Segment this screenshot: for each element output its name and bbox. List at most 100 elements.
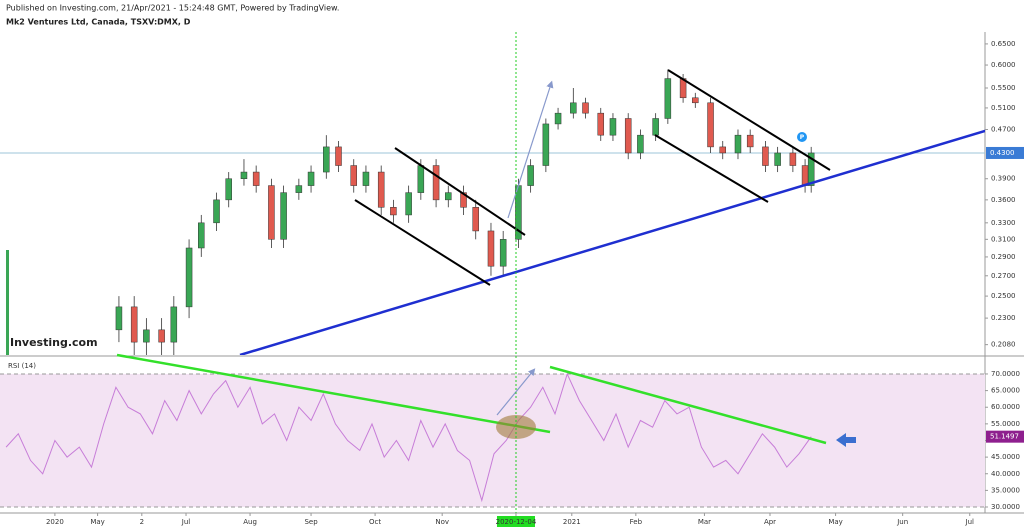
rsi-trend-line: [116, 353, 551, 434]
candle-body: [762, 146, 769, 166]
candle-body: [362, 171, 370, 186]
x-tick-label: Nov: [435, 518, 449, 526]
channel-line: [654, 134, 769, 203]
volume-bar: [6, 250, 9, 355]
candle-body: [542, 123, 550, 166]
candle-body: [801, 165, 809, 186]
y-tick-label: 55.0000: [991, 420, 1020, 428]
candle-body: [637, 134, 644, 154]
x-highlight: [496, 516, 535, 527]
candle-body: [240, 171, 248, 179]
candle-body: [734, 134, 742, 154]
candle-body: [445, 192, 452, 201]
drawings: [239, 69, 985, 355]
candle-body: [405, 192, 412, 216]
logo: Investing.com: [10, 336, 98, 349]
y-tick-label: 40.0000: [991, 470, 1020, 478]
candle-body: [307, 171, 315, 186]
rsi-line: [5, 372, 812, 503]
y-tick-label: 60.0000: [991, 403, 1020, 411]
candle-body: [213, 199, 220, 224]
x-tick-label: Jul: [965, 518, 975, 526]
x-tick-label: Jun: [896, 518, 908, 526]
candle-body: [198, 222, 205, 249]
highlight-ellipse: [496, 415, 536, 439]
published-note: Published on Investing.com, 21/Apr/2021 …: [6, 4, 339, 13]
y-tick-label: 0.5100: [991, 104, 1016, 112]
x-tick-label: 2020: [46, 518, 64, 526]
candle-body: [268, 185, 275, 240]
candle-body: [527, 165, 534, 186]
x-tick-label: Jul: [181, 518, 191, 526]
x-tick-label: 2020-12-04: [496, 518, 537, 526]
x-tick-label: Oct: [369, 518, 381, 526]
channel-line: [354, 199, 491, 286]
y-tick-label: 0.2900: [991, 253, 1016, 261]
x-tick-label: Feb: [630, 518, 643, 526]
candle-body: [417, 165, 425, 193]
marker-label: P: [800, 134, 805, 141]
channel-line: [394, 147, 526, 236]
candle-body: [774, 152, 781, 166]
y-tick-label: 70.0000: [991, 370, 1020, 378]
candle-body: [499, 239, 507, 267]
marker-icon: [797, 132, 807, 142]
candle-body: [335, 146, 342, 166]
candle-body: [225, 178, 232, 201]
y-tick-label: 0.5500: [991, 84, 1016, 92]
chart-title: Mk2 Ventures Ltd, Canada, TSXV:DMX, D: [6, 18, 191, 27]
candle-body: [170, 306, 178, 343]
candle-body: [390, 207, 397, 216]
candle-body: [624, 118, 632, 154]
last-price-label: 0.4300: [990, 149, 1015, 157]
x-tick-label: 2021: [563, 518, 581, 526]
candle-body: [295, 185, 303, 193]
x-tick-label: Apr: [764, 518, 776, 526]
y-tick-label: 0.4700: [991, 125, 1016, 133]
x-tick-label: Aug: [243, 518, 257, 526]
x-tick-label: Sep: [304, 518, 318, 526]
candle-body: [487, 230, 495, 267]
y-tick-label: 65.0000: [991, 387, 1020, 395]
pointer-arrow: [836, 433, 856, 447]
candle-body: [609, 118, 617, 136]
candles: [115, 69, 815, 355]
candle-body: [692, 97, 699, 104]
candle-body: [570, 102, 577, 114]
y-tick-label: 0.3900: [991, 175, 1016, 183]
x-tick-label: May: [90, 518, 104, 526]
candle-body: [323, 146, 330, 173]
x-tick-label: 2: [140, 518, 144, 526]
arrow: [496, 368, 536, 416]
y-tick-label: 0.2080: [991, 341, 1016, 349]
candle-body: [719, 146, 726, 154]
y-tick-label: 0.6500: [991, 40, 1016, 48]
last-price-box: [986, 146, 1024, 159]
candle-body: [432, 165, 440, 201]
candle-body: [664, 78, 672, 119]
y-tick-label: 0.6000: [991, 61, 1016, 69]
y-tick-label: 45.0000: [991, 453, 1020, 461]
candle-body: [350, 165, 357, 186]
candle-body: [143, 329, 150, 343]
candle-body: [460, 192, 467, 208]
candle-body: [707, 102, 714, 148]
x-tick-label: May: [828, 518, 842, 526]
candle-body: [115, 306, 123, 331]
y-tick-label: 0.3100: [991, 235, 1016, 243]
y-tick-label: 0.2700: [991, 272, 1016, 280]
candle-body: [185, 247, 193, 308]
candle-body: [377, 171, 385, 208]
candle-body: [746, 134, 754, 148]
candle-body: [789, 152, 797, 166]
rsi-trend-line: [549, 365, 827, 445]
rsi-title: RSI (14): [8, 362, 36, 370]
candle-body: [597, 112, 605, 136]
candle-body: [130, 306, 138, 343]
y-tick-label: 30.0000: [991, 503, 1020, 511]
rsi-last-label: 51.1497: [990, 433, 1019, 441]
y-tick-label: 35.0000: [991, 486, 1020, 494]
candle-body: [582, 102, 589, 114]
